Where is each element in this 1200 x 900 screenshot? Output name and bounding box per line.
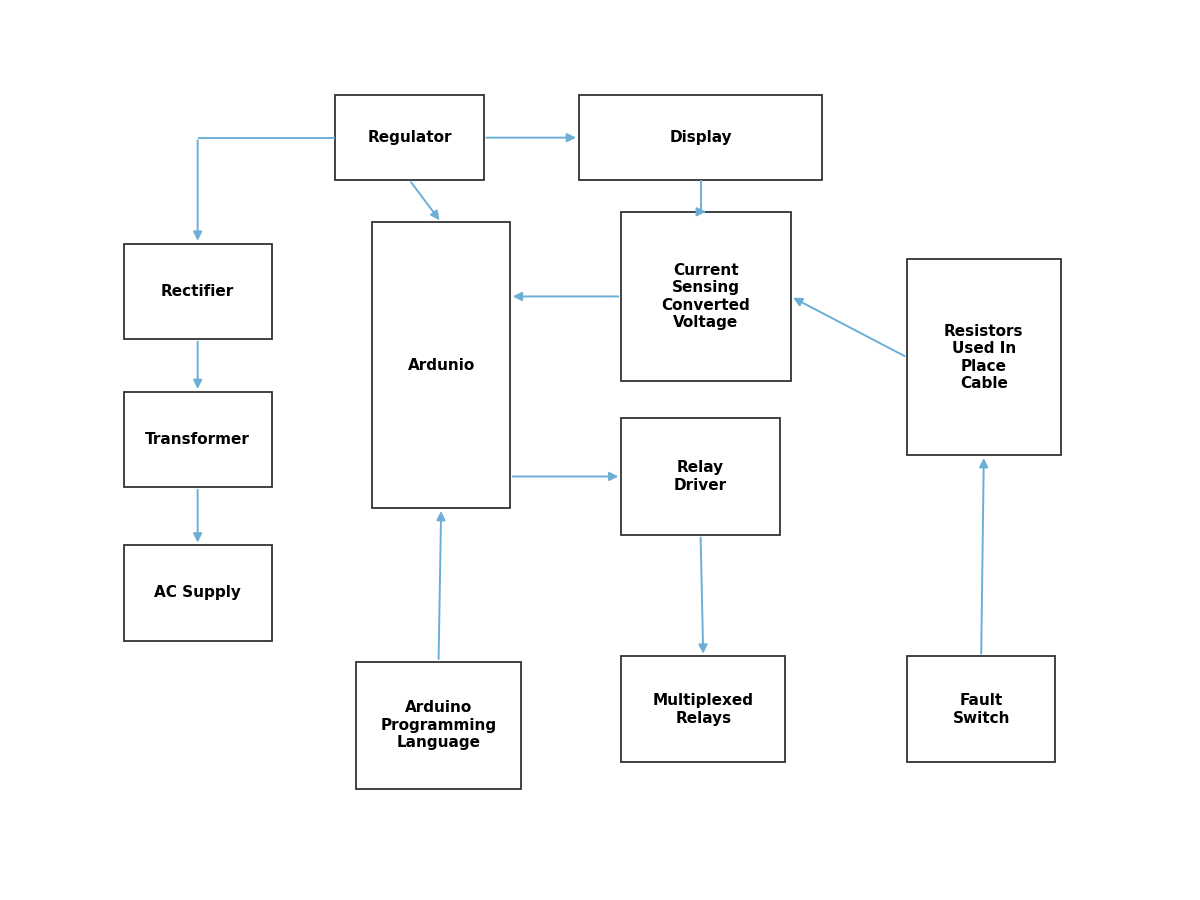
Bar [578, 95, 822, 180]
Bar [356, 662, 521, 788]
Bar [622, 418, 780, 535]
Bar [907, 656, 1055, 762]
Text: Resistors
Used In
Place
Cable: Resistors Used In Place Cable [944, 324, 1024, 391]
Text: Rectifier: Rectifier [161, 284, 234, 299]
Text: Current
Sensing
Converted
Voltage: Current Sensing Converted Voltage [661, 263, 750, 330]
Bar [372, 222, 510, 508]
Bar [907, 259, 1061, 455]
Text: Transformer: Transformer [145, 432, 250, 447]
Bar [124, 392, 271, 487]
Text: Regulator: Regulator [367, 130, 451, 145]
Bar [124, 244, 271, 338]
Bar [622, 656, 785, 762]
Text: Arduino
Programming
Language: Arduino Programming Language [380, 700, 497, 751]
Text: Ardunio: Ardunio [408, 358, 475, 373]
Text: AC Supply: AC Supply [155, 585, 241, 600]
Text: Relay
Driver: Relay Driver [674, 460, 727, 492]
Text: Multiplexed
Relays: Multiplexed Relays [653, 693, 754, 725]
Bar [335, 95, 484, 180]
Bar [124, 545, 271, 641]
Text: Fault
Switch: Fault Switch [953, 693, 1010, 725]
Text: Display: Display [670, 130, 732, 145]
Bar [622, 212, 791, 382]
